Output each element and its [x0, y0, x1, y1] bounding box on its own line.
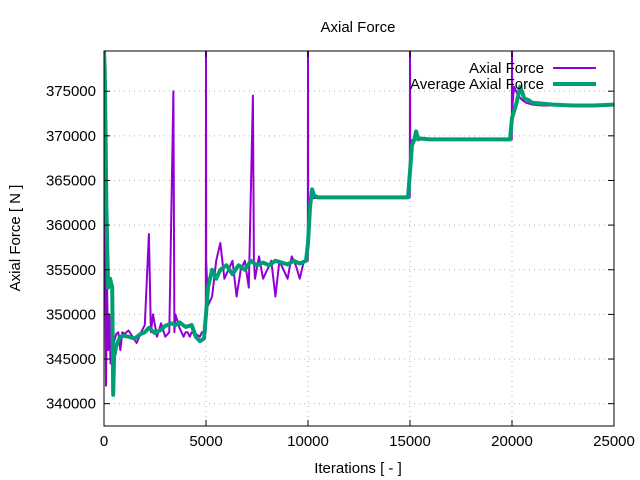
x-axis-label: Iterations [ - ]	[314, 460, 402, 477]
x-tick-label: 0	[100, 433, 108, 450]
y-tick-label: 360000	[46, 217, 96, 234]
x-tick-label: 10000	[287, 433, 329, 450]
grid-layer	[103, 51, 615, 426]
x-tick-label: 25000	[593, 433, 635, 450]
x-tick-label: 15000	[389, 433, 431, 450]
y-tick-label: 340000	[46, 396, 96, 413]
y-tick-label: 345000	[46, 351, 96, 368]
tick-layer: 340000 345000 350000 355000 360000 365000 3700…	[46, 51, 635, 450]
series-line-average-axial-force	[104, 51, 614, 397]
x-tick-label: 5000	[189, 433, 222, 450]
series-line-axial-force	[104, 51, 614, 387]
legend: Axial Force Average Axial Force	[410, 60, 596, 93]
y-tick-label: 370000	[46, 128, 96, 145]
x-tick-label: 20000	[491, 433, 533, 450]
y-tick-label: 365000	[46, 172, 96, 189]
legend-label-average-axial-force: Average Axial Force	[410, 76, 544, 93]
plot-frame	[103, 50, 615, 427]
legend-label-axial-force: Axial Force	[469, 60, 544, 77]
y-tick-label: 375000	[46, 83, 96, 100]
y-axis-label: Axial Force [ N ]	[7, 185, 24, 292]
chart-title: Axial Force	[320, 19, 395, 36]
y-tick-label: 355000	[46, 262, 96, 279]
y-tick-label: 350000	[46, 306, 96, 323]
series-layer	[104, 51, 614, 397]
